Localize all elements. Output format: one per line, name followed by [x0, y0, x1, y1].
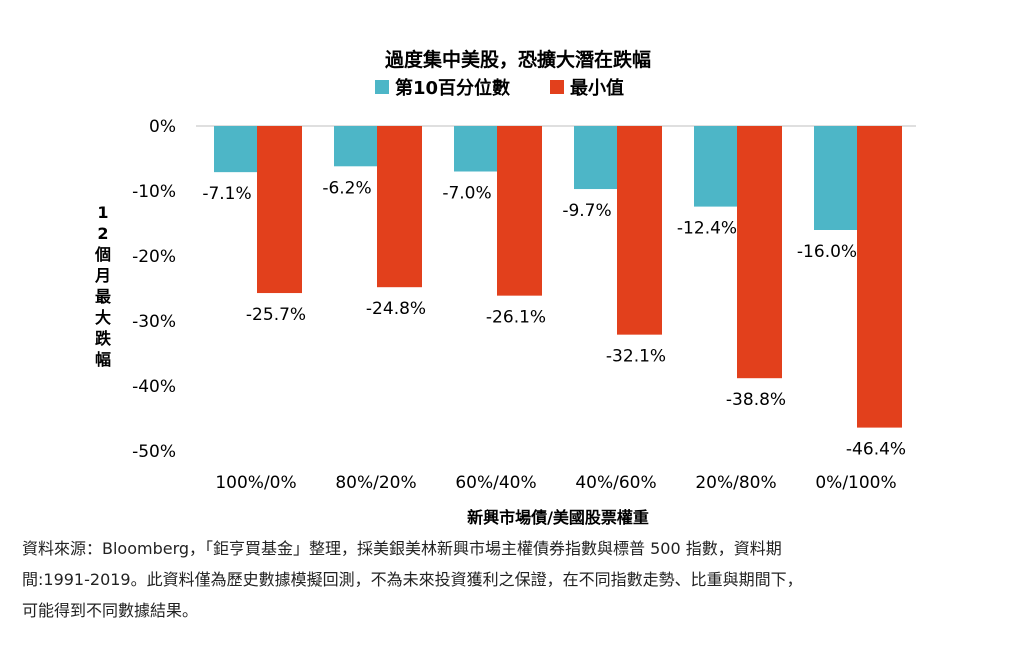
bar-min-3	[497, 126, 542, 296]
data-label-min-5: -38.8%	[726, 390, 786, 410]
footnote: 資料來源：Bloomberg，「鉅亨買基金」整理，採美銀美林新興市場主權債券指數…	[22, 533, 997, 626]
category-label-5: 20%/80%	[695, 473, 776, 493]
category-label-1: 100%/0%	[215, 473, 296, 493]
data-label-min-3: -26.1%	[486, 308, 546, 328]
bar-min-2	[377, 126, 422, 288]
footnote-line-1: 資料來源：Bloomberg，「鉅亨買基金」整理，採美銀美林新興市場主權債券指數…	[22, 539, 782, 558]
category-label-3: 60%/40%	[455, 473, 536, 493]
data-label-min-4: -32.1%	[606, 347, 666, 367]
category-label-2: 80%/20%	[335, 473, 416, 493]
data-label-p10-6: -16.0%	[797, 242, 857, 262]
bar-min-1	[257, 126, 302, 294]
legend-label-p10: 第10百分位數	[395, 77, 510, 99]
bar-min-5	[737, 126, 782, 379]
y-axis-title: 1 2 個月最大跌幅	[94, 203, 112, 369]
data-label-p10-3: -7.0%	[442, 184, 491, 204]
bar-p10-5	[694, 126, 739, 207]
y-tick-label: -40%	[132, 377, 176, 397]
bar-p10-6	[814, 126, 859, 230]
bar-p10-1	[214, 126, 259, 173]
bars	[214, 126, 902, 428]
category-label-6: 0%/100%	[815, 473, 896, 493]
chart: 過度集中美股，恐擴大潛在跌幅 第10百分位數 最小值 0% -10% -20% -30…	[94, 48, 916, 527]
footnote-line-2: 間:1991-2019。此資料僅為歷史數據模擬回測，不為未來投資獲利之保證，在不…	[22, 570, 803, 589]
y-tick-label: 0%	[149, 117, 176, 137]
bar-p10-2	[334, 126, 379, 167]
y-axis-ticks: 0% -10% -20% -30% -40% -50%	[132, 117, 176, 462]
legend-swatch-p10	[375, 80, 389, 94]
bar-p10-3	[454, 126, 499, 172]
data-label-min-2: -24.8%	[366, 299, 426, 319]
data-label-p10-5: -12.4%	[677, 219, 737, 239]
chart-title: 過度集中美股，恐擴大潛在跌幅	[385, 48, 651, 71]
data-label-min-1: -25.7%	[246, 305, 306, 325]
bar-p10-4	[574, 126, 619, 190]
category-label-4: 40%/60%	[575, 473, 656, 493]
y-tick-label: -30%	[132, 312, 176, 332]
bar-min-4	[617, 126, 662, 335]
y-tick-label: -50%	[132, 442, 176, 462]
legend: 第10百分位數 最小值	[375, 77, 624, 99]
x-axis-title: 新興市場債/美國股票權重	[467, 508, 649, 527]
data-label-min-6: -46.4%	[846, 440, 906, 460]
data-label-p10-1: -7.1%	[202, 184, 251, 204]
data-labels: -7.1% -25.7% -6.2% -24.8% -7.0% -26.1% -9.7% -3…	[202, 178, 906, 459]
category-labels: 100%/0% 80%/20% 60%/40% 40%/60% 20%/80% 0%/10…	[215, 473, 896, 493]
y-tick-label: -20%	[132, 247, 176, 267]
footnote-line-3: 可能得到不同數據結果。	[22, 601, 199, 620]
data-label-p10-4: -9.7%	[562, 201, 611, 221]
bar-min-6	[857, 126, 902, 428]
legend-swatch-min	[550, 80, 564, 94]
legend-label-min: 最小值	[570, 77, 624, 99]
y-tick-label: -10%	[132, 182, 176, 202]
data-label-p10-2: -6.2%	[322, 178, 371, 198]
